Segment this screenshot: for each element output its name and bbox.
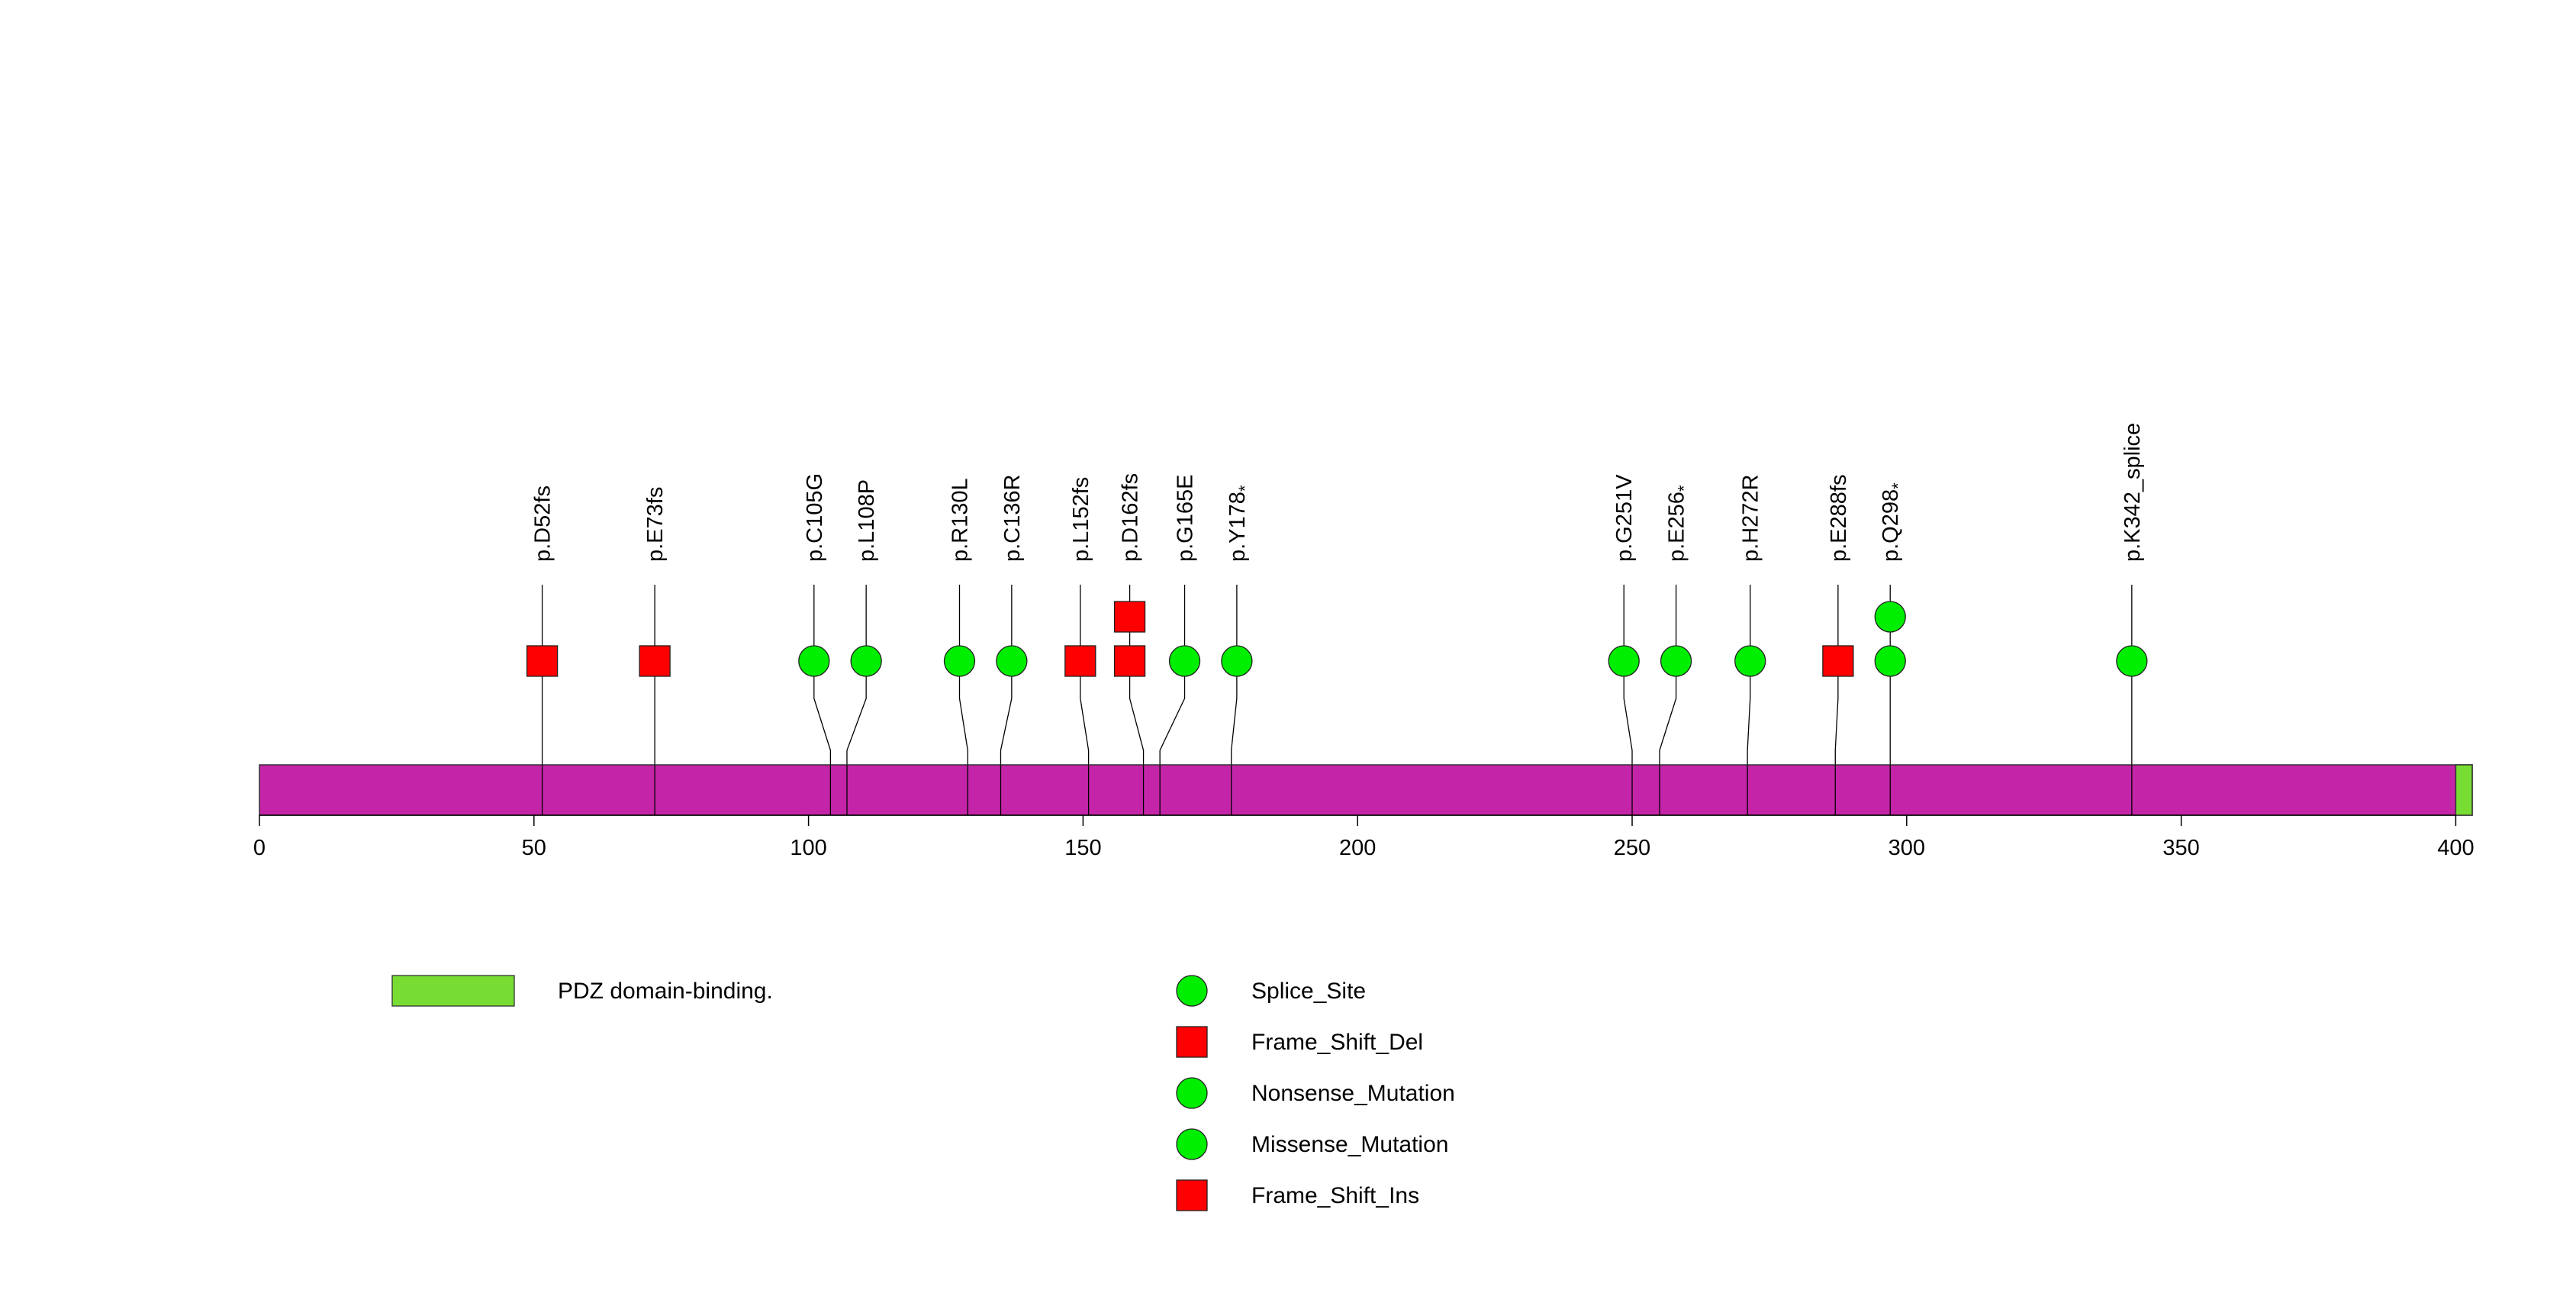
mutation-labels-layer: p.D52fs p.E73fs p.C105G p.L108P p.R130L p.C13… bbox=[531, 423, 2145, 562]
x-tick-label: 150 bbox=[1064, 836, 1101, 860]
legend-mutation-label: Frame_Shift_Del bbox=[1251, 1030, 1423, 1055]
legend-mutation-label: Missense_Mutation bbox=[1251, 1132, 1448, 1157]
mutation-marker-circle bbox=[996, 645, 1028, 677]
mutation-marker-circle bbox=[1221, 645, 1253, 677]
mutation-marker-square bbox=[1064, 645, 1096, 677]
mutation-label: p.L108P bbox=[855, 479, 879, 562]
x-tick-label: 400 bbox=[2437, 836, 2474, 860]
mutation-marker-circle bbox=[850, 645, 882, 677]
mutation-marker-square bbox=[1822, 645, 1854, 677]
mutation-label: p.C136R bbox=[1000, 475, 1025, 562]
legend-marker-square bbox=[1176, 1179, 1208, 1211]
mutation-marker-square bbox=[1113, 601, 1146, 633]
mutation-label: p.D52fs bbox=[531, 485, 555, 562]
mutation-label: p.H272R bbox=[1739, 475, 1763, 562]
mutation-label: p.E288fs bbox=[1827, 475, 1851, 562]
x-tick-label: 200 bbox=[1339, 836, 1376, 860]
mutation-marker-circle bbox=[943, 645, 976, 677]
mutation-label: p.K342_splice bbox=[2120, 423, 2145, 562]
mutation-marker-square bbox=[1113, 645, 1146, 677]
legend-marker-circle bbox=[1176, 1077, 1208, 1109]
mutation-marker-circle bbox=[1660, 645, 1692, 677]
mutation-label: p.E256* bbox=[1665, 485, 1694, 562]
mutation-label: p.D162fs bbox=[1119, 473, 1143, 562]
mutation-marker-square bbox=[526, 645, 559, 677]
legend-mutation-label: Nonsense_Mutation bbox=[1251, 1081, 1455, 1106]
x-tick-label: 250 bbox=[1614, 836, 1650, 860]
mutation-label: p.C105G bbox=[803, 473, 827, 562]
mutation-marker-circle bbox=[2116, 645, 2148, 677]
mutation-marker-circle bbox=[1608, 645, 1640, 677]
domain-pdz-domain-binding bbox=[2455, 764, 2473, 816]
mutation-marker-square bbox=[639, 645, 671, 677]
x-tick-label: 350 bbox=[2162, 836, 2199, 860]
legend-mutation-label: Frame_Shift_Ins bbox=[1251, 1183, 1419, 1208]
mutation-label: p.G251V bbox=[1612, 474, 1637, 562]
x-axis: 0 50 100 150 200 250 300 350 400 bbox=[253, 814, 2475, 860]
mutation-label: p.Y178* bbox=[1225, 485, 1254, 562]
mutation-label: p.L152fs bbox=[1069, 477, 1093, 562]
mutation-label: p.E73fs bbox=[643, 487, 668, 562]
protein-backbone-bar bbox=[259, 764, 2473, 816]
legend-marker-square bbox=[1176, 1026, 1208, 1058]
x-tick-label: 300 bbox=[1889, 836, 1925, 860]
legend-mutation-label: Splice_Site bbox=[1251, 979, 1366, 1004]
legend-domain-label: PDZ domain-binding. bbox=[558, 979, 773, 1004]
markers-layer bbox=[526, 601, 2148, 677]
mutation-marker-circle bbox=[1874, 645, 1906, 677]
legend-marker-circle bbox=[1176, 1128, 1208, 1160]
mutation-label: p.Q298* bbox=[1879, 482, 1908, 562]
x-tick-label: 0 bbox=[253, 836, 266, 860]
protein-backbone-layer bbox=[259, 764, 2473, 816]
mutation-label: p.G165E bbox=[1174, 475, 1198, 562]
legend-domain-swatch bbox=[391, 975, 515, 1007]
mutation-marker-circle bbox=[1734, 645, 1766, 677]
mutation-label: p.R130L bbox=[948, 478, 972, 562]
mutation-marker-circle bbox=[798, 645, 830, 677]
legend: PDZ domain-binding. Splice_Site Frame_Shif… bbox=[391, 975, 1455, 1211]
mutation-marker-circle bbox=[1168, 645, 1201, 677]
legend-marker-circle bbox=[1176, 975, 1208, 1007]
x-tick-label: 50 bbox=[522, 836, 546, 860]
x-tick-label: 100 bbox=[790, 836, 826, 860]
mutation-marker-circle bbox=[1874, 601, 1906, 633]
